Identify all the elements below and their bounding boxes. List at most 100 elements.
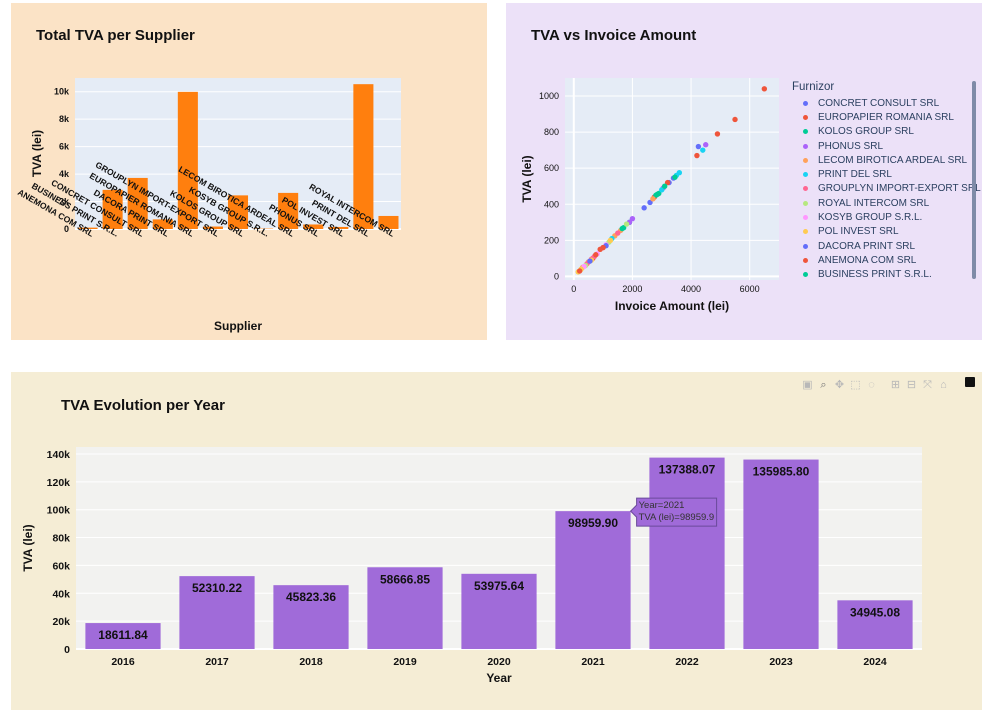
camera-icon[interactable]: ▣ bbox=[802, 379, 813, 391]
zoom-icon[interactable]: ⌕ bbox=[820, 379, 827, 391]
data-point bbox=[593, 252, 599, 258]
legend-label: GROUPLYN IMPORT-EXPORT SRL bbox=[818, 183, 981, 195]
legend-label: EUROPAPIER ROMANIA SRL bbox=[818, 111, 954, 123]
legend-marker bbox=[803, 172, 808, 178]
legend-item[interactable]: KOSYB GROUP S.R.L. bbox=[792, 210, 981, 224]
legend: Furnizor CONCRET CONSULT SRL EUROPAPIER R… bbox=[792, 81, 981, 282]
legend-item[interactable]: KOLOS GROUP SRL bbox=[792, 125, 981, 139]
data-point bbox=[676, 169, 683, 176]
legend-item[interactable]: BUSINESS PRINT S.R.L. bbox=[792, 268, 981, 282]
box-select-icon[interactable]: ⬚ bbox=[850, 379, 861, 391]
x-tick-label: 2024 bbox=[863, 656, 887, 668]
plotly-logo-icon[interactable] bbox=[965, 377, 975, 387]
x-axis-title: Year bbox=[486, 671, 512, 685]
scatter-panel: TVA vs Invoice Amount 0 2000 4000 6000 0 200 4… bbox=[506, 3, 982, 340]
home-icon[interactable]: ⌂ bbox=[940, 379, 947, 391]
bar bbox=[179, 576, 255, 649]
data-point bbox=[661, 183, 668, 189]
legend-item[interactable]: EUROPAPIER ROMANIA SRL bbox=[792, 110, 981, 124]
y-tick-label: 2k bbox=[59, 197, 70, 207]
legend-label: ANEMONA COM SRL bbox=[818, 254, 917, 266]
autoscale-icon[interactable]: ⤧ bbox=[923, 379, 932, 391]
x-tick-label: 2016 bbox=[111, 656, 135, 668]
bar bbox=[85, 623, 161, 649]
y-tick-label: 80k bbox=[52, 533, 70, 545]
data-point bbox=[732, 116, 738, 123]
legend-item[interactable]: CONCRET CONSULT SRL bbox=[792, 96, 981, 110]
bar bbox=[152, 219, 173, 229]
data-point bbox=[587, 258, 593, 264]
legend-scrollbar[interactable] bbox=[972, 81, 976, 279]
y-tick-label: 20k bbox=[52, 616, 70, 628]
data-point bbox=[761, 86, 768, 92]
bar bbox=[649, 457, 725, 649]
legend-item[interactable]: ROYAL INTERCOM SRL bbox=[792, 196, 981, 210]
year-bar-chart[interactable]: 0 20k 40k 60k 80k 100k 120k 140k 18611.84 2016 523… bbox=[11, 372, 982, 710]
y-tick-label: 60k bbox=[52, 560, 70, 572]
y-tick-label: 800 bbox=[544, 127, 559, 137]
legend-item[interactable]: LECOM BIROTICA ARDEAL SRL bbox=[792, 153, 981, 167]
y-tick-label: 8k bbox=[59, 114, 70, 124]
bar bbox=[278, 192, 299, 229]
legend-marker bbox=[803, 215, 808, 221]
zoom-out-icon[interactable]: ⊟ bbox=[906, 379, 917, 391]
legend-marker bbox=[803, 243, 808, 249]
x-tick-label: 2018 bbox=[299, 656, 323, 668]
legend-marker bbox=[803, 157, 808, 163]
lasso-icon[interactable]: ◌ bbox=[868, 379, 875, 391]
bar bbox=[102, 189, 123, 229]
legend-item[interactable]: GROUPLYN IMPORT-EXPORT SRL bbox=[792, 182, 981, 196]
bar bbox=[202, 226, 223, 229]
data-point bbox=[607, 237, 614, 244]
bar bbox=[555, 511, 631, 649]
legend-item[interactable]: PRINT DEL SRL bbox=[792, 167, 981, 181]
data-point bbox=[629, 215, 636, 222]
legend-item[interactable]: POL INVEST SRL bbox=[792, 225, 981, 239]
bar bbox=[127, 177, 148, 229]
bar bbox=[461, 573, 537, 649]
x-tick-label: 0 bbox=[571, 284, 576, 294]
bar-value-label: 58666.85 bbox=[380, 572, 430, 586]
bar-value-label: 34945.08 bbox=[850, 605, 900, 619]
legend-title: Furnizor bbox=[792, 81, 835, 93]
legend-marker bbox=[803, 143, 808, 149]
supplier-tva-panel: Total TVA per Supplier 0 2k 4k 6k 8k 10k ANEMO… bbox=[11, 3, 487, 340]
x-axis-title: Supplier bbox=[214, 319, 262, 333]
bar bbox=[743, 459, 819, 649]
x-tick-label: 2023 bbox=[769, 656, 793, 668]
bar bbox=[273, 585, 349, 649]
legend-label: KOSYB GROUP S.R.L. bbox=[818, 212, 923, 224]
legend-marker bbox=[803, 272, 808, 278]
y-axis-title: TVA (lei) bbox=[21, 524, 35, 571]
x-tick-label: 2017 bbox=[205, 656, 229, 668]
x-tick-label: 4000 bbox=[681, 284, 701, 294]
legend-item[interactable]: DACORA PRINT SRL bbox=[792, 239, 981, 253]
legend-item[interactable]: ANEMONA COM SRL bbox=[792, 253, 981, 267]
modebar: ▣ ⌕ ✥ ⬚ ◌ ⊞ ⊟ ⤧ ⌂ bbox=[802, 380, 949, 391]
x-tick-label: 6000 bbox=[740, 284, 760, 294]
x-tick-label: 2021 bbox=[581, 656, 605, 668]
legend-label: BUSINESS PRINT S.R.L. bbox=[818, 269, 932, 281]
legend-item[interactable]: PHONUS SRL bbox=[792, 139, 981, 153]
bar-value-label: 98959.90 bbox=[568, 516, 618, 530]
x-tick-label: 2020 bbox=[487, 656, 511, 668]
x-axis-title: Invoice Amount (lei) bbox=[615, 299, 729, 313]
zoom-in-icon[interactable]: ⊞ bbox=[890, 379, 901, 391]
pan-icon[interactable]: ✥ bbox=[834, 379, 845, 391]
y-tick-label: 6k bbox=[59, 142, 70, 152]
y-tick-label: 0 bbox=[64, 644, 70, 656]
legend-marker bbox=[803, 114, 808, 120]
legend-label: DACORA PRINT SRL bbox=[818, 240, 916, 252]
chart-title: Total TVA per Supplier bbox=[36, 27, 195, 44]
scatter-chart[interactable]: 0 2000 4000 6000 0 200 400 600 800 1000 Invoice Am… bbox=[506, 3, 982, 340]
y-tick-label: 200 bbox=[544, 235, 559, 245]
chart-title: TVA Evolution per Year bbox=[61, 397, 225, 414]
tooltip-line: TVA (lei)=98959.9 bbox=[639, 512, 715, 523]
bar-value-label: 137388.07 bbox=[659, 463, 716, 477]
data-point bbox=[695, 143, 702, 150]
legend-marker bbox=[803, 200, 808, 206]
data-point bbox=[600, 244, 606, 251]
bar bbox=[353, 84, 374, 229]
